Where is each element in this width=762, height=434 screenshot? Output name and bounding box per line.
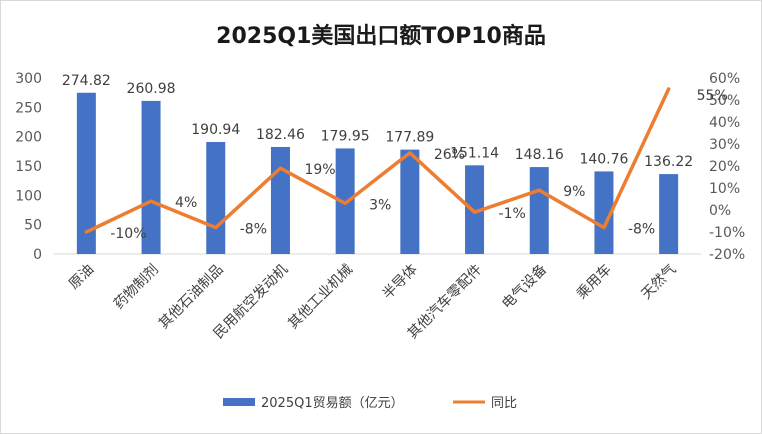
- category-label: 乘用车: [573, 261, 615, 303]
- line-path: [84, 87, 671, 234]
- line-value-label: -1%: [499, 206, 526, 222]
- category-label: 半导体: [380, 262, 421, 303]
- right-tick-label: 30%: [709, 137, 740, 153]
- chart-title: 2025Q1美国出口额TOP10商品: [216, 23, 546, 49]
- bar-value-label: 190.94: [191, 122, 240, 138]
- category-label: 药物制剂: [111, 262, 162, 313]
- left-tick-label: 200: [15, 130, 42, 146]
- line-value-label: -8%: [628, 222, 655, 238]
- bar-value-label: 140.76: [579, 151, 628, 167]
- bar-series: [76, 92, 679, 255]
- legend-bar-swatch: [223, 398, 255, 406]
- bar: [400, 149, 420, 254]
- category-label: 电气设备: [498, 261, 550, 313]
- right-tick-label: -10%: [709, 225, 745, 241]
- bar: [206, 141, 226, 254]
- bar: [141, 100, 161, 255]
- bar: [529, 167, 549, 254]
- line-value-label: 9%: [563, 184, 585, 200]
- line-value-labels: -10% 4% -8% 19% 3% 26% -1% 9% -8% 55%: [110, 88, 727, 242]
- right-tick-label: 10%: [709, 181, 740, 197]
- bar-value-label: 136.22: [644, 154, 693, 170]
- bar-value-labels: 274.82 260.98 190.94 182.46 179.95 177.89 151.…: [62, 73, 693, 170]
- bar-value-label: 151.14: [450, 145, 499, 161]
- bar: [76, 92, 96, 254]
- right-tick-label: 20%: [709, 159, 740, 175]
- right-tick-label: 60%: [709, 71, 740, 87]
- bar: [465, 165, 485, 254]
- line-value-label: 55%: [697, 88, 728, 104]
- bar-value-label: 274.82: [62, 73, 111, 89]
- line-value-label: 26%: [434, 147, 465, 163]
- category-label: 其他工业机械: [285, 262, 356, 333]
- category-label: 原油: [66, 262, 97, 293]
- right-tick-label: 50%: [709, 93, 740, 109]
- line-value-label: -8%: [240, 222, 267, 238]
- line-value-label: 3%: [369, 197, 391, 213]
- line-value-label: -10%: [110, 226, 146, 242]
- right-tick-label: 40%: [709, 115, 740, 131]
- legend-bar-label: 2025Q1贸易额（亿元）: [261, 396, 404, 411]
- bar-value-label: 260.98: [127, 81, 176, 97]
- right-axis: -20% -10% 0% 10% 20% 30% 40% 50% 60%: [709, 71, 745, 263]
- left-tick-label: 300: [15, 71, 42, 87]
- left-axis: 0 50 100 150 200 250 300: [15, 71, 42, 263]
- left-tick-label: 0: [33, 247, 42, 263]
- bar-value-label: 148.16: [515, 147, 564, 163]
- line-value-label: 4%: [175, 195, 197, 211]
- legend: 2025Q1贸易额（亿元） 同比: [223, 396, 517, 411]
- category-label: 天然气: [638, 261, 680, 303]
- category-label: 其他石油制品: [156, 262, 227, 333]
- right-tick-label: -20%: [709, 247, 745, 263]
- bar-value-label: 182.46: [256, 127, 305, 143]
- legend-line-label: 同比: [491, 396, 517, 411]
- category-labels: 原油 药物制剂其他石油制品民用航空发动机其他工业机械 半导体其他汽车零配件 电气设备乘…: [66, 261, 679, 342]
- line-value-label: 19%: [304, 162, 335, 178]
- bar-value-label: 177.89: [385, 130, 434, 146]
- bar: [270, 146, 290, 254]
- bar-value-label: 179.95: [321, 128, 370, 144]
- left-tick-label: 100: [15, 188, 42, 204]
- line-series: [84, 87, 671, 234]
- right-tick-label: 0%: [709, 203, 731, 219]
- bar: [659, 174, 679, 254]
- left-tick-label: 50: [24, 218, 42, 234]
- bar: [594, 171, 614, 254]
- left-tick-label: 150: [15, 159, 42, 175]
- left-tick-label: 250: [15, 100, 42, 116]
